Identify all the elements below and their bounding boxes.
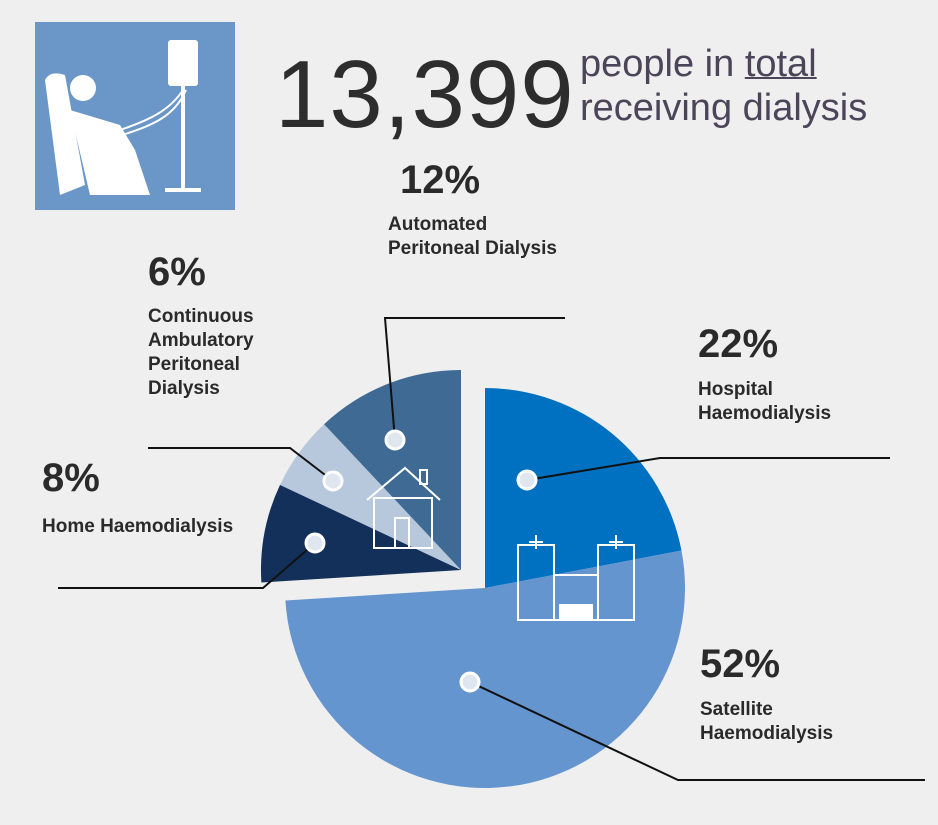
leader-line xyxy=(148,447,334,482)
label-dot xyxy=(322,470,344,492)
leader-line xyxy=(526,457,890,481)
category-label: Hospital Haemodialysis xyxy=(698,379,832,424)
percent-label: 12% xyxy=(400,158,481,202)
total-caption: people in total receiving dialysis xyxy=(580,42,867,130)
leader-line xyxy=(58,542,316,589)
label-dot xyxy=(384,429,406,451)
caption-text: receiving dialysis xyxy=(580,87,868,129)
pie-slice xyxy=(260,484,461,583)
total-number: 13,399 xyxy=(275,41,575,148)
pie-slice xyxy=(324,370,461,570)
house-icon xyxy=(366,466,441,549)
category-label: Home Haemodialysis xyxy=(42,516,234,537)
leader-line xyxy=(469,681,925,781)
hospital-icon xyxy=(517,535,635,621)
label-dot xyxy=(304,532,326,554)
caption-emphasis: total xyxy=(744,43,817,85)
percent-label: 22% xyxy=(698,322,779,366)
category-label: Continuous Ambulatory Peritoneal Dialysi… xyxy=(148,306,254,399)
pie-slice xyxy=(485,388,682,588)
pie xyxy=(260,370,685,789)
leader-line xyxy=(383,317,565,441)
category-label: Satellite Haemodialysis xyxy=(700,699,834,744)
label-dot xyxy=(516,469,538,491)
label-dot xyxy=(459,671,481,693)
category-label: Automated Peritoneal Dialysis xyxy=(388,214,557,259)
patient-icon xyxy=(35,22,235,210)
caption-text: people in xyxy=(580,43,735,85)
percent-label: 52% xyxy=(700,642,781,686)
percent-label: 8% xyxy=(42,456,100,500)
percent-label: 6% xyxy=(148,250,206,294)
